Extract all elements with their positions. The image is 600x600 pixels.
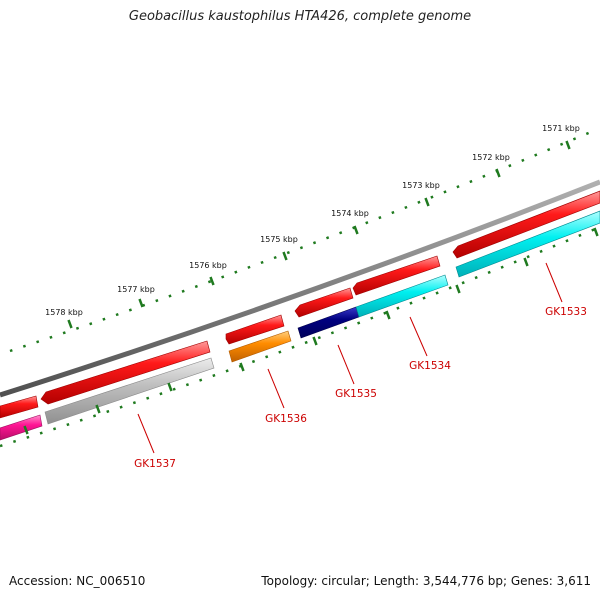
- genome-backbone: [0, 179, 600, 398]
- leader-GK1536: [267, 368, 285, 409]
- scale-label: 1576 kbp: [189, 261, 227, 270]
- gene-GK1537[interactable]: [44, 357, 215, 425]
- scale-label: 1571 kbp: [542, 124, 580, 133]
- topology-text: Topology: circular; Length: 3,544,776 bp…: [261, 574, 591, 588]
- leader-GK1535: [337, 344, 355, 385]
- major-tick: [424, 197, 430, 207]
- inner-major-tick: [312, 336, 318, 346]
- forward-gene-2[interactable]: [225, 314, 285, 345]
- forward-gene-5[interactable]: [452, 190, 600, 259]
- leader-GK1533: [545, 262, 563, 303]
- inner-major-tick: [167, 382, 173, 392]
- gene-GK1534[interactable]: [355, 274, 449, 318]
- scale-label-group: 1571 kbp 1572 kbp 1573 kbp 1574 kbp 1575 kbp…: [45, 124, 580, 317]
- inner-major-tick: [239, 362, 245, 372]
- major-tick: [67, 319, 73, 329]
- inner-scale-ring: [0, 225, 600, 448]
- gene-GK1536[interactable]: [228, 330, 292, 363]
- scale-label: 1574 kbp: [331, 209, 369, 218]
- gene-GK1533[interactable]: [455, 210, 600, 278]
- forward-gene-4[interactable]: [352, 255, 441, 296]
- inner-major-tick: [95, 404, 101, 414]
- inner-major-tick: [523, 257, 529, 267]
- forward-gene-partial-left[interactable]: [0, 395, 39, 419]
- major-tick: [138, 298, 144, 308]
- inner-major-tick: [593, 227, 599, 237]
- gene-label-GK1533[interactable]: GK1533: [545, 306, 587, 318]
- inner-major-tick-group: [23, 227, 599, 435]
- gene-label-GK1537[interactable]: GK1537: [134, 458, 176, 470]
- gene-partial-left-pink[interactable]: [0, 414, 43, 441]
- gene-label-GK1536[interactable]: GK1536: [265, 413, 307, 425]
- forward-gene-1[interactable]: [40, 340, 211, 405]
- outer-scale-ring: [9, 127, 599, 353]
- forward-gene-3[interactable]: [294, 287, 354, 318]
- gene-label-GK1534[interactable]: GK1534: [409, 360, 451, 372]
- major-tick: [495, 168, 501, 178]
- scale-label: 1575 kbp: [260, 235, 298, 244]
- major-tick: [353, 225, 359, 235]
- major-tick: [565, 140, 571, 150]
- leader-GK1534: [409, 316, 428, 357]
- inner-major-tick: [23, 425, 29, 435]
- major-tick-group: [67, 140, 571, 329]
- inner-major-tick: [455, 284, 461, 294]
- inner-major-tick: [385, 310, 391, 320]
- scale-label: 1573 kbp: [402, 181, 440, 190]
- scale-label: 1578 kbp: [45, 308, 83, 317]
- leader-GK1537: [137, 413, 155, 454]
- gene-label-GK1535[interactable]: GK1535: [335, 388, 377, 400]
- accession-text: Accession: NC_006510: [9, 574, 146, 588]
- genome-title: Geobacillus kaustophilus HTA426, complet…: [128, 9, 472, 24]
- major-tick: [282, 251, 288, 261]
- scale-label: 1577 kbp: [117, 285, 155, 294]
- major-tick: [209, 276, 215, 286]
- scale-label: 1572 kbp: [472, 153, 510, 162]
